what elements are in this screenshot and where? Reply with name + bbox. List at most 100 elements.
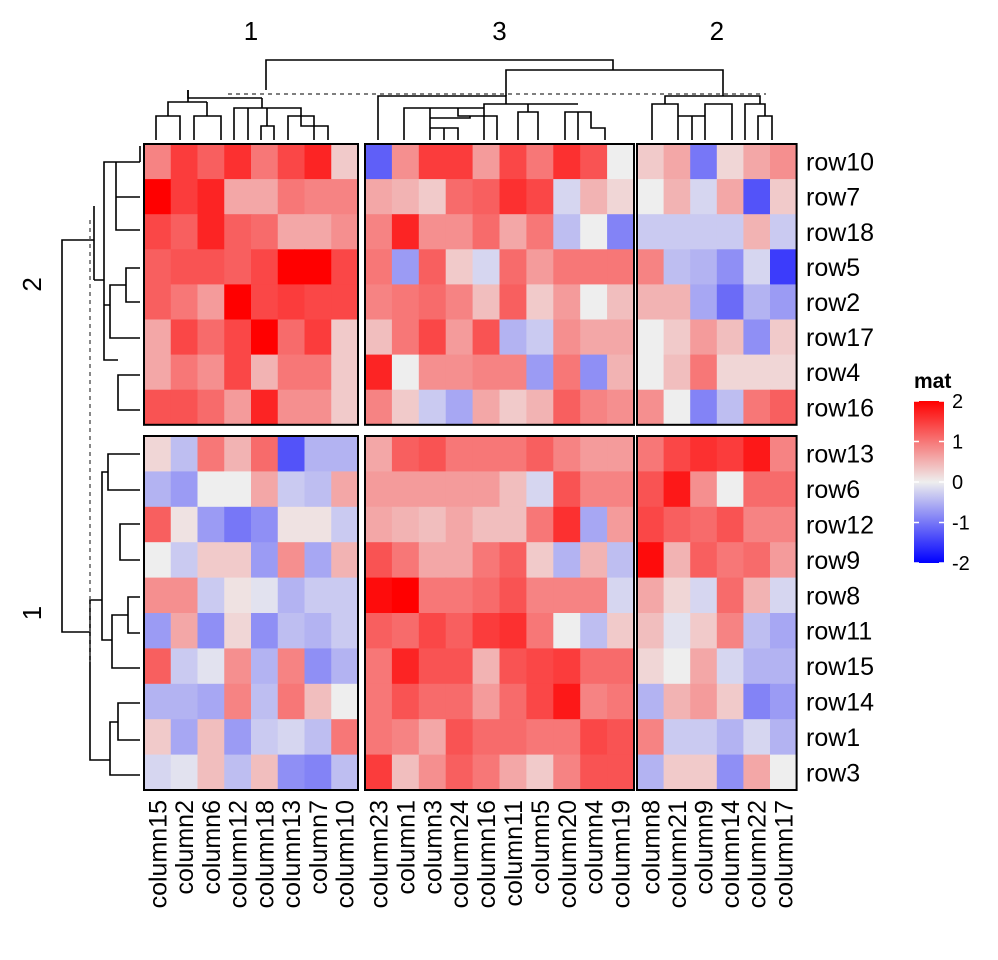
heatmap-cell [663, 754, 691, 791]
heatmap-cell [770, 577, 798, 614]
heatmap-cell [224, 436, 252, 472]
heatmap-cell [526, 249, 554, 285]
heatmap-cell [224, 389, 252, 426]
heatmap-cell [224, 284, 252, 321]
heatmap-cell [277, 319, 306, 356]
row-label: row13 [806, 441, 874, 469]
heatmap-cell [690, 542, 718, 579]
heatmap-cell [391, 214, 420, 250]
heatmap-cell [331, 542, 359, 579]
heatmap-cell [224, 577, 252, 614]
heatmap-cell [472, 648, 501, 685]
heatmap-cell [472, 719, 501, 756]
heatmap-cell [277, 542, 306, 579]
column-label: column22 [744, 800, 772, 908]
heatmap-cell [580, 354, 608, 391]
row-label: row18 [806, 219, 874, 247]
heatmap-cell [472, 319, 501, 356]
column-label: column10 [332, 800, 360, 908]
row-slice-title: 1 [17, 606, 47, 620]
heatmap-cell [304, 179, 332, 215]
heatmap-cell [526, 179, 554, 215]
heatmap-cell [251, 471, 279, 508]
heatmap-cell [637, 577, 665, 614]
row-label: row2 [806, 289, 860, 317]
heatmap-cell [224, 719, 252, 756]
heatmap-cell [304, 648, 332, 685]
heatmap-cell [365, 542, 393, 579]
heatmap-cell [445, 284, 474, 321]
heatmap-cell [472, 249, 501, 285]
heatmap-cell [526, 436, 554, 472]
heatmap-cell [224, 471, 252, 508]
heatmap-cell [580, 389, 608, 426]
dendrogram-branch [61, 239, 94, 633]
heatmap-cell [331, 577, 359, 614]
heatmap-cell [472, 144, 501, 180]
heatmap-cell [716, 648, 744, 685]
heatmap-cell [580, 436, 608, 472]
heatmap-cell [743, 613, 771, 649]
heatmap-cell [553, 436, 581, 472]
heatmap-cell [716, 506, 744, 543]
heatmap-cell [224, 179, 252, 215]
heatmap-cell [663, 436, 691, 472]
heatmap-cell [251, 144, 279, 180]
heatmap-cell [418, 144, 447, 180]
heatmap-cell [418, 436, 447, 472]
legend-tick-label: 0 [952, 472, 963, 494]
heatmap-cell [770, 436, 798, 472]
heatmap-cell [770, 249, 798, 285]
heatmap-cell [170, 249, 199, 285]
heatmap-cell [418, 214, 447, 250]
heatmap-cell [224, 648, 252, 685]
heatmap-cell [743, 389, 771, 426]
heatmap-cell [743, 577, 771, 614]
heatmap-cell [580, 542, 608, 579]
column-slice-title: 2 [710, 16, 724, 46]
heatmap-cell [743, 506, 771, 543]
heatmap-cell [553, 389, 581, 426]
heatmap-cell [499, 754, 527, 791]
heatmap-cell [663, 613, 691, 649]
heatmap-cell [743, 249, 771, 285]
heatmap-cell [391, 613, 420, 649]
heatmap-cell [224, 249, 252, 285]
heatmap-cell [690, 648, 718, 685]
heatmap-cell [418, 683, 447, 720]
heatmap-cell [445, 144, 474, 180]
heatmap-cell [770, 648, 798, 685]
heatmap-cell [743, 436, 771, 472]
heatmap-cell [391, 754, 420, 791]
heatmap-cell [144, 754, 172, 791]
heatmap-cell [637, 319, 665, 356]
row-label: row11 [806, 618, 872, 646]
heatmap-cell [304, 214, 332, 250]
heatmap-cell [365, 214, 393, 250]
dendrogram-branch [93, 146, 141, 411]
heatmap-cell [637, 648, 665, 685]
heatmap-cell [418, 506, 447, 543]
heatmap-cell [580, 179, 608, 215]
heatmap-cell [472, 506, 501, 543]
heatmap-cell [144, 354, 172, 391]
heatmap-cell [663, 179, 691, 215]
heatmap-cell [277, 754, 306, 791]
heatmap-cell [197, 284, 225, 321]
heatmap-cell [580, 214, 608, 250]
heatmap-cells [144, 144, 798, 791]
heatmap-cell [170, 719, 199, 756]
heatmap-cell [716, 719, 744, 756]
column-label: column23 [365, 800, 393, 908]
heatmap-cell [770, 683, 798, 720]
heatmap-cell [277, 719, 306, 756]
heatmap-cell [251, 436, 279, 472]
heatmap-cell [770, 179, 798, 215]
heatmap-cell [277, 436, 306, 472]
heatmap-cell [391, 648, 420, 685]
heatmap-cell [304, 754, 332, 791]
heatmap-cell [170, 754, 199, 791]
heatmap-cell [580, 613, 608, 649]
heatmap-cell [365, 754, 393, 791]
